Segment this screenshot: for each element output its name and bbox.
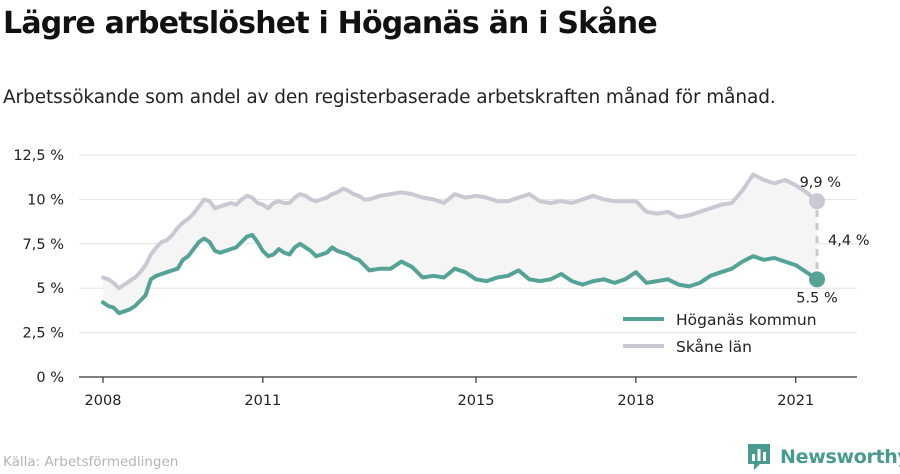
y-tick-label: 5 % — [36, 281, 64, 297]
brand-logo: Newsworthy — [746, 442, 900, 472]
y-tick-label: 12,5 % — [13, 148, 64, 164]
y-tick-label: 10 % — [27, 192, 64, 208]
line-chart: 0 %2,5 %5 %7,5 %10 %12,5 % 2008 2011 2015 2… — [13, 148, 869, 409]
x-tick-label: 2018 — [617, 393, 654, 409]
x-tick-label: 2011 — [244, 393, 281, 409]
x-tick-label: 2021 — [777, 393, 814, 409]
source-note: Källa: Arbetsförmedlingen — [3, 454, 179, 470]
y-axis-ticks: 0 % 2,5 % 5 % 7,5 % 10 % 12,5 % — [13, 148, 64, 386]
legend-label-hoganas: Höganäs kommun — [676, 311, 817, 329]
legend: Höganäs kommun Skåne län — [623, 311, 817, 356]
x-tick-label: 2015 — [458, 393, 495, 409]
legend-label-skane: Skåne län — [676, 338, 752, 356]
y-tick-label: 7,5 % — [23, 237, 64, 253]
brand-name: Newsworthy — [780, 446, 900, 468]
bar-chart-logo-icon — [748, 444, 770, 470]
y-tick-label: 0 % — [36, 370, 64, 386]
end-point-skane — [809, 193, 826, 210]
series-line-skane — [101, 172, 819, 291]
end-label-skane: 9,9 % — [800, 175, 841, 191]
y-tick-label: 2,5 % — [23, 326, 64, 342]
end-label-hoganas: 5.5 % — [796, 290, 837, 306]
series-line-hoganas — [101, 232, 819, 316]
end-point-hoganas — [809, 271, 826, 288]
x-tick-label: 2008 — [85, 393, 122, 409]
difference-band — [103, 174, 817, 314]
chart-title: Lägre arbetslöshet i Höganäs än i Skåne — [3, 6, 658, 41]
difference-label: 4,4 % — [828, 233, 869, 249]
chart-subtitle: Arbetssökande som andel av den registerb… — [3, 87, 776, 108]
x-axis: 2008 2011 2015 2018 2021 — [79, 376, 857, 409]
